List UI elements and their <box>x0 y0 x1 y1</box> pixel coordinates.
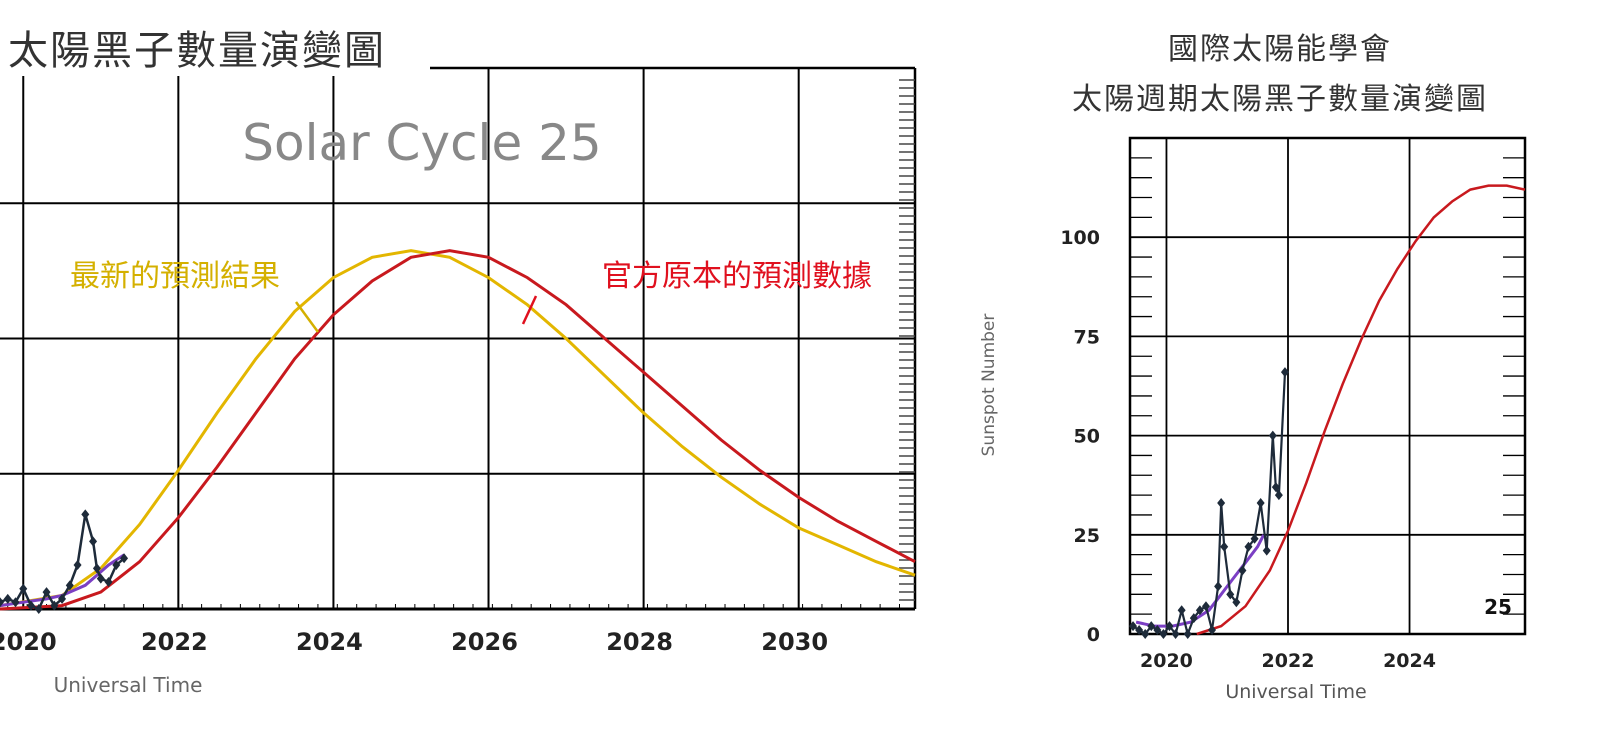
annotation-latest-leader <box>294 301 320 333</box>
annotation-latest-prediction: 最新的預測結果 <box>70 259 280 294</box>
series-prediction <box>1196 184 1526 636</box>
right-chart-svg: 0 25 50 75 100 2020 2022 2024 Sunspot Number U… <box>979 136 1527 703</box>
right-cycle-label: 25 <box>1484 595 1512 619</box>
observed-point <box>1129 621 1138 632</box>
observed-point <box>1244 541 1253 552</box>
x-tick-label: 2022 <box>1262 650 1315 672</box>
observed-point <box>1250 533 1259 544</box>
observed-point <box>1262 545 1271 556</box>
observed-point <box>1274 490 1283 501</box>
series-latest-prediction <box>0 249 916 608</box>
observed-point <box>1208 625 1217 636</box>
right-x-tick-labels: 2020 2022 2024 <box>1140 650 1436 672</box>
observed-point <box>58 593 67 604</box>
x-tick-label: 2028 <box>606 628 673 656</box>
x-tick-label: 2020 <box>0 628 57 656</box>
observed-point <box>3 593 12 604</box>
observed-point <box>1214 581 1223 592</box>
left-chart-title: Solar Cycle 25 <box>242 114 601 172</box>
y-tick-label: 100 <box>1060 227 1100 249</box>
x-tick-label: 2026 <box>451 628 518 656</box>
left-grid <box>0 66 917 611</box>
y-tick-label: 75 <box>1074 326 1100 348</box>
observed-point <box>42 587 51 598</box>
observed-point <box>19 583 28 594</box>
series-observed <box>1132 372 1287 638</box>
right-y-axis-label: Sunspot Number <box>979 314 999 457</box>
observed-point <box>1147 621 1156 632</box>
right-x-axis-label: Universal Time <box>1225 681 1366 703</box>
left-series-group <box>0 249 916 614</box>
observed-point <box>1141 629 1150 639</box>
observed-point <box>1232 597 1241 608</box>
right-grid <box>1128 136 1527 636</box>
observed-point <box>1256 498 1265 509</box>
observed-point <box>112 560 121 571</box>
left-chart-svg: Solar Cycle 25 最新的預測結果 官方原本的預測數據 2020202… <box>0 66 917 697</box>
y-tick-label: 0 <box>1087 624 1100 646</box>
series-smoothed-observed <box>0 553 125 608</box>
x-tick-label: 2024 <box>296 628 363 656</box>
observed-point <box>92 563 101 574</box>
observed-point <box>65 580 74 591</box>
observed-point <box>1183 629 1192 639</box>
observed-point <box>1189 613 1198 624</box>
observed-point <box>1153 625 1162 636</box>
observed-point <box>1159 629 1168 639</box>
observed-point <box>1135 625 1144 636</box>
observed-point <box>1201 601 1210 612</box>
right-series-group <box>1129 184 1526 639</box>
observed-point <box>89 536 98 547</box>
observed-point <box>96 573 105 584</box>
right-chart-title-line1: 國際太陽能學會 <box>1168 32 1392 67</box>
y-tick-label: 50 <box>1074 426 1100 448</box>
x-tick-label: 2030 <box>761 628 828 656</box>
observed-point <box>1165 621 1174 632</box>
x-tick-label: 2020 <box>1140 650 1193 672</box>
observed-point <box>1220 541 1229 552</box>
right-y-tick-labels: 0 25 50 75 100 <box>1060 227 1100 646</box>
observed-point <box>1238 565 1247 576</box>
left-x-tick-labels: 2020 2022 2024 2026 2028 2030 <box>0 628 828 656</box>
x-tick-label: 2024 <box>1383 650 1436 672</box>
x-tick-label: 2022 <box>141 628 208 656</box>
observed-point <box>73 560 82 571</box>
observed-point <box>34 604 43 614</box>
observed-point <box>81 509 90 520</box>
series-original-prediction <box>0 249 916 611</box>
observed-point <box>1177 605 1186 616</box>
y-tick-label: 25 <box>1074 525 1100 547</box>
annotation-original-prediction: 官方原本的預測數據 <box>602 259 872 294</box>
observed-point <box>120 553 129 564</box>
right-chart-panel: 國際太陽能學會 太陽週期太陽黑子數量演變圖 0 25 50 75 100 2020 202… <box>960 0 1600 728</box>
observed-point <box>1268 430 1277 441</box>
annotation-original-leader <box>521 295 538 325</box>
observed-point <box>0 597 4 608</box>
observed-point <box>27 600 36 611</box>
right-chart-title-line2: 太陽週期太陽黑子數量演變圖 <box>1072 82 1488 117</box>
left-x-axis-label: Universal Time <box>54 673 203 697</box>
plot-frame <box>1128 136 1527 636</box>
observed-point <box>1226 589 1235 600</box>
observed-point <box>1280 367 1289 378</box>
observed-point <box>1271 482 1280 493</box>
left-chart-header: 太陽黑子數量演變圖 <box>8 18 392 76</box>
left-right-ruler <box>899 79 915 601</box>
observed-point <box>1217 498 1226 509</box>
observed-point <box>104 576 113 587</box>
observed-point <box>1171 629 1180 639</box>
observed-point <box>1195 605 1204 616</box>
left-chart-panel: 太陽黑子數量演變圖 Solar Cycle 25 最新的預測結果 官方原本的預測… <box>0 18 917 697</box>
observed-point <box>11 597 20 608</box>
observed-point <box>50 600 59 611</box>
